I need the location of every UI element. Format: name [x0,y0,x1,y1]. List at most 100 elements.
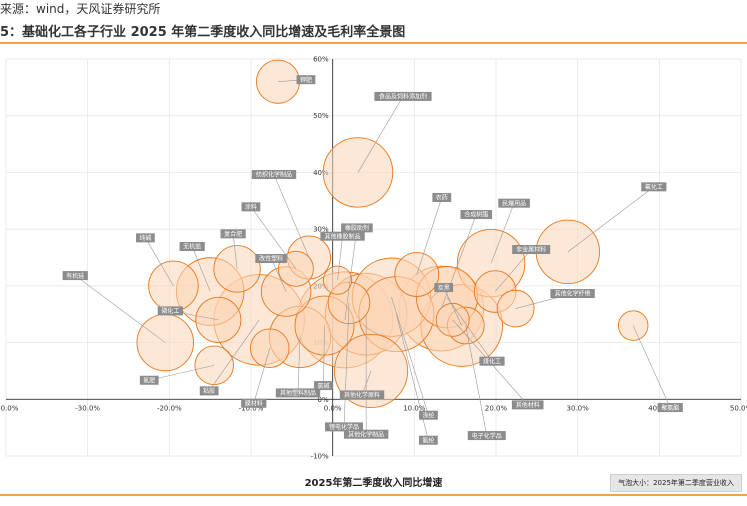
bubble-label-text: 复合肥 [224,230,242,238]
bubble-label-box [241,398,267,408]
label-leader [208,319,260,392]
x-tick-label: 50.0% [730,404,747,412]
bubble-label-box [339,390,385,400]
bubble-label: 其他化学原料 [339,390,385,400]
bubble-label-text: 炭黑 [438,285,450,292]
bubble-label-text: 食品及饲料添加剂 [379,93,427,101]
x-tick-label: -40.0% [0,404,19,412]
label-leaders [75,79,671,441]
bubble-label-box [179,242,205,252]
bubble-label: 氟化工 [641,182,667,192]
bubble-label-box [296,75,316,85]
bubble-label-box [641,182,667,192]
bubble-label-box [139,375,159,385]
bubble-label-text: 钾肥 [300,76,312,84]
source-note: 来源：wind，天风证券研究所 [0,2,161,16]
bubble-label: 其他橡胶制品 [320,231,365,241]
bubble-label-text: 电子化学品 [472,432,502,440]
bubble-label: 其他塑料制品 [275,388,321,398]
bubble-label-text: 氯碱 [317,382,329,390]
bubble-label: 涤纶 [419,410,438,420]
bubble-label: 非金属材料 [512,245,551,255]
bubble-label: 民爆用品 [498,198,530,208]
bubble-label: 涂料 [241,202,261,212]
x-tick-label: -10.0% [239,404,264,412]
bubble-label-box [241,202,261,212]
bubble-label-box [255,254,287,264]
bubble-label-box [325,422,363,432]
bubble-label-text: 锂电化学品 [329,423,359,431]
x-tick-label: 20.0% [485,404,508,412]
label-leader [75,275,166,343]
bubble-label-box [341,223,373,233]
bubble-label-text: 煤化工 [483,357,501,365]
bubble-label-text: 氨纶 [422,436,434,444]
bubble-label-text: 无机盐 [183,243,201,251]
label-leader [250,206,297,270]
bubble-label: 膜材料 [241,398,267,408]
bubble-label-text: 涂料 [245,203,257,211]
label-leader [357,96,404,173]
bubble-label: 纺织化学制品 [251,170,297,179]
bubble-label: 食品及饲料添加剂 [374,91,432,101]
label-leader [145,237,174,287]
bubble-label-box [62,271,88,281]
bubble-label-box [314,381,333,391]
chart-title: 5：基础化工各子行业 2025 年第二季度收入同比增速及毛利率全景图 [0,25,406,40]
label-leader [297,336,301,393]
y-tick-label: 60% [313,56,329,64]
bubble-label-text: 磷化工 [161,307,179,315]
bubble-label: 其他材料 [511,400,544,410]
bubble-label-text: 其他化学制品 [348,430,384,438]
bubble-label: 聚氨酯 [657,403,683,413]
title-divider [0,42,747,44]
bubble-label: 纯碱 [136,233,155,243]
bubble-label-text: 其他橡胶制品 [325,232,361,240]
bubble-label: 电子化学品 [467,431,506,441]
bubble-label-text: 涤纶 [422,411,434,419]
label-leader [273,174,310,258]
label-leader [343,302,350,427]
bubble-label: 其他化学纤维 [550,289,595,299]
label-leader [446,297,493,362]
bubble-label: 磷化工 [157,306,183,316]
bubble-label: 合成树脂 [460,210,493,220]
bubble-label-text: 橡胶助剂 [345,224,369,232]
label-leader [344,227,358,320]
label-leader [465,325,488,436]
bubble-label-text: 农药 [436,194,448,202]
bubble-label-box [434,283,454,293]
bubble-label-box [550,289,595,299]
y-tick-label: 40% [313,169,329,177]
bubble-label: 农药 [432,193,452,203]
bubble-label-box [460,210,493,220]
bubble-label: 氯碱 [314,381,333,391]
bubble-label-box [418,435,438,445]
bubble-label-box [320,231,365,241]
bubble-label: 有机硅 [62,271,88,281]
bubble-label-text: 有机硅 [66,272,84,280]
bubble-label-text: 氟化工 [645,183,663,191]
bubble-label-box [511,400,544,410]
bubble-label-text: 纯碱 [139,234,151,242]
bubble-label-box [467,431,506,441]
label-leader [232,233,238,269]
bubble [148,260,199,312]
bubble-label-box [220,229,246,239]
y-tick-label: -10% [311,453,329,461]
bubble-label: 粘胶 [199,386,219,396]
bubble-label: 改性塑料 [255,254,287,264]
bottom-divider [0,494,747,496]
bubble-size-note: 气泡大小：2025年第二季度营业收入 [610,474,742,492]
label-leader [494,249,532,292]
bubble-label-text: 其他塑料制品 [280,389,316,397]
bubble-label: 无机盐 [179,242,205,252]
bubble-label-text: 膜材料 [245,399,263,407]
bubble-label-box [251,170,297,179]
bubble-label: 煤化工 [479,356,505,366]
bubble-label-text: 其他化学纤维 [555,290,591,298]
bubble-label-text: 其他材料 [516,401,540,409]
bubble-label: 橡胶助剂 [341,223,373,233]
bubble-label-box [275,388,321,398]
